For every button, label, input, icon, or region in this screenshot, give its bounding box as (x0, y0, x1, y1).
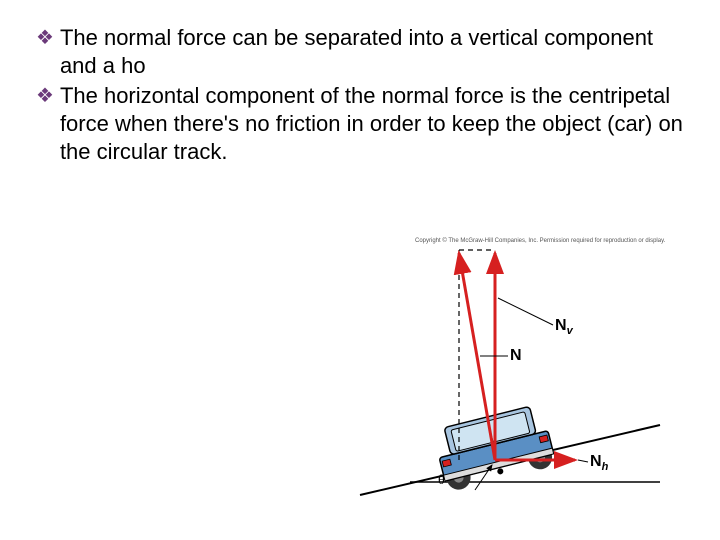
bullet-item: ❖ The normal force can be separated into… (36, 24, 684, 80)
leader-Nh (578, 460, 588, 462)
copyright-text: Copyright © The McGraw-Hill Companies, I… (415, 237, 666, 244)
bullet-text: The normal force can be separated into a… (60, 24, 684, 80)
text-content: ❖ The normal force can be separated into… (0, 0, 720, 166)
bullet-item: ❖ The horizontal component of the normal… (36, 82, 684, 166)
label-N: N (510, 347, 522, 364)
diamond-bullet-icon: ❖ (36, 82, 54, 110)
label-Nv: Nv (555, 317, 574, 337)
diamond-bullet-icon: ❖ (36, 24, 54, 52)
label-Nh: Nh (590, 453, 609, 473)
leader-Nv (498, 298, 553, 325)
force-diagram: Copyright © The McGraw-Hill Companies, I… (300, 230, 680, 520)
bullet-text: The horizontal component of the normal f… (60, 82, 684, 166)
